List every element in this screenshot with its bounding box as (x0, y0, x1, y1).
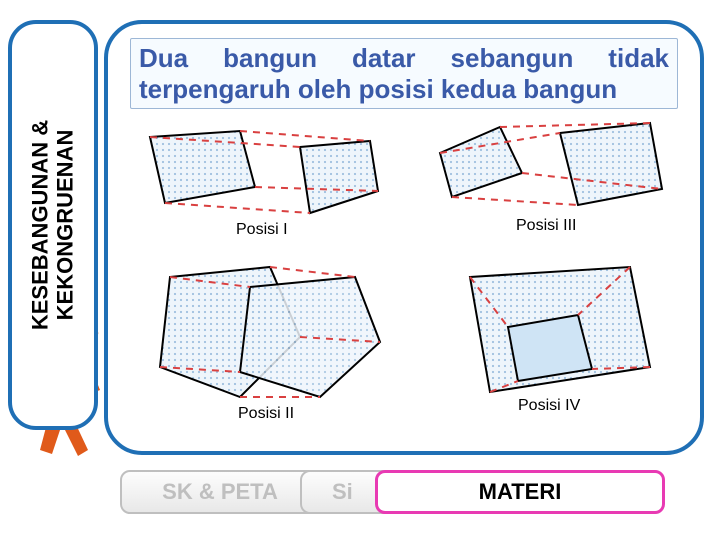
content-panel: Dua bangun datar sebangun tidak terpenga… (104, 20, 704, 455)
diagram-posisi-4 (470, 267, 650, 392)
headline-text: Dua bangun datar sebangun tidak terpenga… (139, 43, 669, 104)
diagram-posisi-1 (150, 131, 378, 213)
tab-materi[interactable]: MATERI (375, 470, 665, 514)
headline-box: Dua bangun datar sebangun tidak terpenga… (130, 38, 678, 109)
bottom-tabs: SK & PETA Si MATERI (120, 470, 680, 520)
tab-materi-label: MATERI (479, 479, 562, 505)
sidebar-title-line2: KEKONGRUENAN (53, 130, 78, 321)
caption-posisi-2: Posisi II (238, 405, 294, 423)
sidebar-title-line1: KESEBANGUNAN & (28, 120, 53, 330)
headline-line1: Dua bangun datar sebangun tidak (139, 43, 669, 74)
diagram-svg (130, 117, 690, 417)
tab-si-label: Si (332, 479, 353, 505)
sidebar-panel: KESEBANGUNAN & KEKONGRUENAN (8, 20, 98, 430)
diagram-posisi-2 (160, 267, 380, 397)
diagram-area: Posisi I Posisi III Posisi II Posisi IV (130, 117, 678, 417)
caption-posisi-4: Posisi IV (518, 397, 580, 415)
caption-posisi-1: Posisi I (236, 221, 288, 239)
headline-line2: terpengaruh oleh posisi kedua bangun (139, 74, 669, 105)
tab-sk-label: SK & PETA (162, 479, 278, 505)
sidebar-title: KESEBANGUNAN & KEKONGRUENAN (28, 120, 79, 330)
diagram-posisi-3 (440, 123, 662, 205)
caption-posisi-3: Posisi III (516, 217, 576, 235)
tab-sk-peta[interactable]: SK & PETA (120, 470, 320, 514)
